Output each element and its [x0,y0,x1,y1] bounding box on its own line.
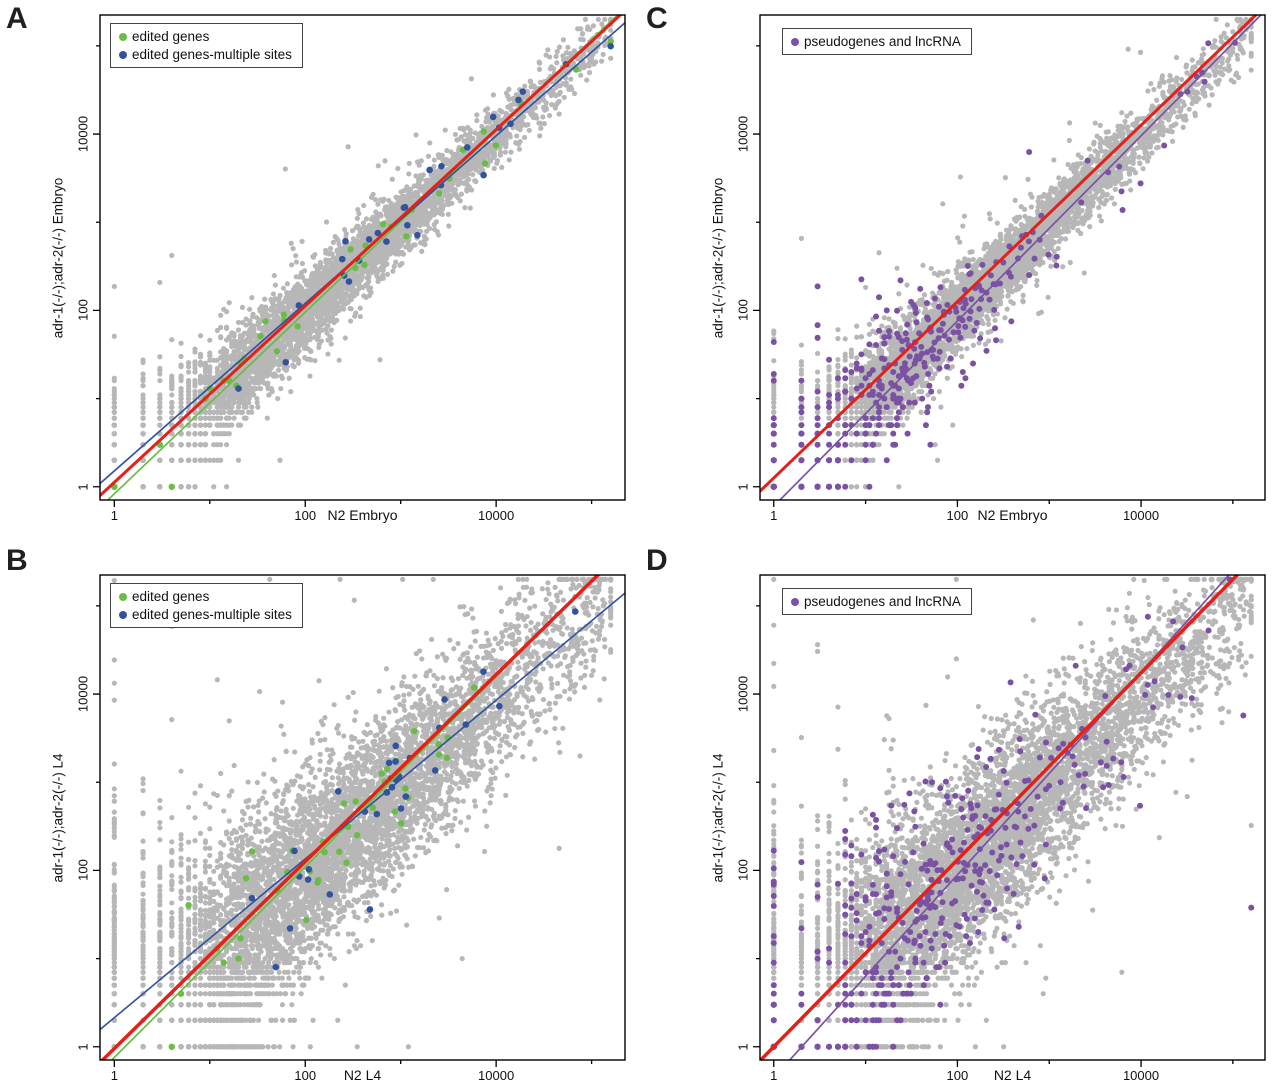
legend-label: edited genes-multiple sites [132,47,292,62]
y-axis-title: adr-1(-/-);adr-2(-/-) Embryo [50,177,66,338]
legend-swatch-dot [791,597,799,606]
legend-swatch-dot [119,592,127,601]
x-tick-label: 10000 [478,1068,515,1083]
y-tick-label: 10000 [735,675,751,713]
x-tick-label: 100 [946,1068,969,1083]
y-tick-label: 10000 [75,115,91,153]
panel-b: B N2 L4 adr-1(-/-);adr-2(-/-) L4 edited … [0,542,640,1084]
x-tick-label: 100 [946,508,969,523]
panel-letter-a: A [6,2,28,35]
legend-box: edited genes edited genes-multiple sites [110,23,303,68]
y-tick-label: 1 [735,483,751,491]
legend-item: edited genes [119,588,292,605]
legend-item: edited genes [119,28,292,45]
legend-label: pseudogenes and lncRNA [804,594,961,609]
legend-box: pseudogenes and lncRNA [782,588,972,615]
panel-letter-b: B [6,544,28,577]
legend-label: edited genes [132,29,210,44]
x-tick-label: 10000 [1122,1068,1160,1083]
panel-a: A N2 Embryo adr-1(-/-);adr-2(-/-) Embryo… [0,0,640,542]
scatter-canvas-c [640,0,1280,542]
x-axis-title: N2 Embryo [977,507,1048,523]
y-tick-label: 10000 [735,115,751,153]
panel-letter-c: C [646,2,668,35]
panel-d: D N2 L4 adr-1(-/-);adr-2(-/-) L4 pseudog… [640,542,1280,1084]
x-axis-title: N2 Embryo [327,507,398,523]
x-tick-label: 1 [770,1068,778,1083]
legend-item: edited genes-multiple sites [119,606,292,623]
panel-letter-d: D [646,544,668,577]
x-axis-title: N2 L4 [343,1067,382,1083]
legend-item: pseudogenes and lncRNA [791,33,961,50]
x-tick-label: 1 [110,1068,118,1083]
y-axis-title: adr-1(-/-);adr-2(-/-) L4 [710,752,726,883]
legend-box: edited genes edited genes-multiple sites [110,583,303,628]
y-tick-label: 100 [75,859,91,882]
y-tick-label: 100 [735,859,751,882]
x-tick-label: 1 [770,508,778,523]
legend-swatch-dot [791,37,799,46]
y-axis-title: adr-1(-/-);adr-2(-/-) Embryo [710,177,726,338]
x-tick-label: 100 [294,508,317,523]
legend-item: pseudogenes and lncRNA [791,593,961,610]
x-axis-title: N2 L4 [993,1067,1032,1083]
y-tick-label: 1 [75,483,91,491]
y-tick-label: 100 [75,299,91,322]
y-tick-label: 1 [75,1043,91,1051]
y-tick-label: 1 [735,1043,751,1051]
x-tick-label: 1 [110,508,118,523]
scatter-canvas-a [0,0,640,542]
legend-item: edited genes-multiple sites [119,46,292,63]
x-tick-label: 10000 [1122,508,1160,523]
y-axis-title: adr-1(-/-);adr-2(-/-) L4 [50,752,66,883]
x-tick-label: 10000 [478,508,515,523]
legend-label: pseudogenes and lncRNA [804,34,961,49]
legend-label: edited genes [132,589,210,604]
legend-swatch-dot [119,50,127,59]
scatter-canvas-d [640,542,1280,1084]
scatter-canvas-b [0,542,640,1084]
legend-label: edited genes-multiple sites [132,607,292,622]
panel-c: C N2 Embryo adr-1(-/-);adr-2(-/-) Embryo… [640,0,1280,542]
legend-box: pseudogenes and lncRNA [782,28,972,55]
legend-swatch-dot [119,610,127,619]
y-tick-label: 100 [735,299,751,322]
legend-swatch-dot [119,32,127,41]
x-tick-label: 100 [294,1068,317,1083]
y-tick-label: 10000 [75,675,91,713]
